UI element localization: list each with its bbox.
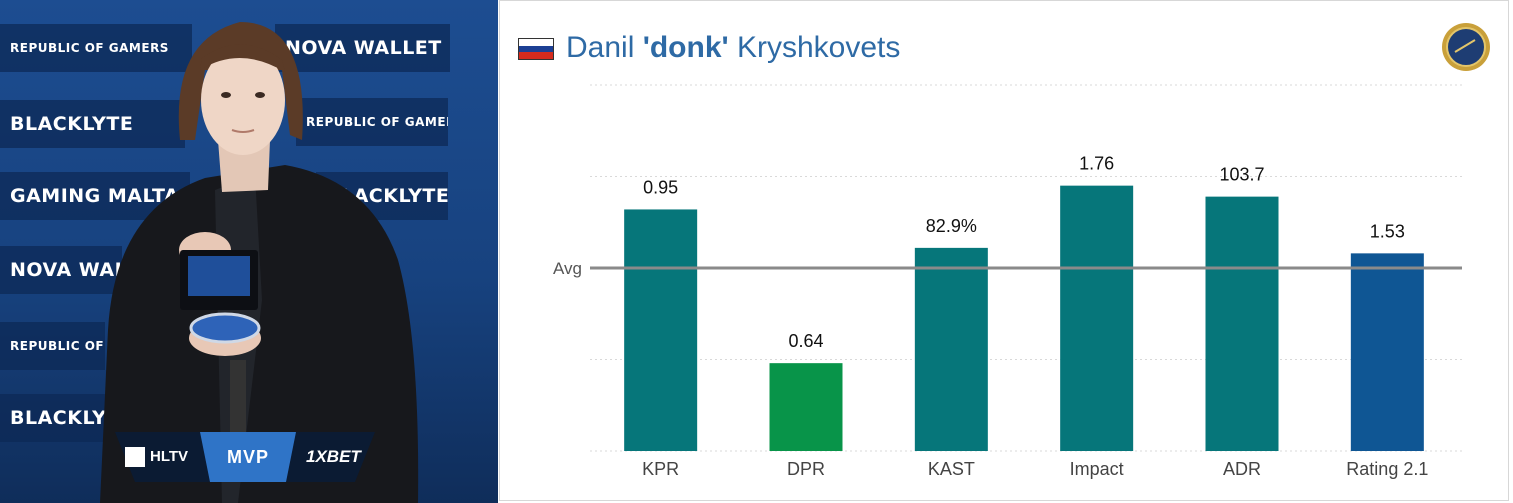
russia-flag-icon: [518, 38, 554, 60]
sponsor-tile: REPUBLIC OF GAMERS: [0, 24, 192, 72]
player-figure: [100, 22, 419, 503]
player-last-name: Kryshkovets: [737, 31, 901, 64]
hltv-logo-text: HLTV: [150, 448, 189, 465]
data-label: 0.95: [643, 177, 678, 197]
sponsor-tile: NOVA WALLET: [0, 246, 122, 294]
sponsor-logo-text: 1XBET: [306, 447, 361, 466]
bar-rating-2-1: [1350, 253, 1424, 451]
x-tick-label: KAST: [928, 459, 975, 479]
sponsor-tile: BLACKLYTE: [0, 100, 185, 148]
x-tick-label: Impact: [1070, 459, 1124, 479]
medal-box-lid: [188, 256, 250, 296]
x-tick-label: Rating 2.1: [1346, 459, 1428, 479]
flag-stripe-red: [519, 52, 553, 60]
bar-kast: [914, 247, 988, 451]
flag-stripe-blue: [519, 45, 553, 53]
mvp-label: MVP: [226, 446, 269, 467]
player-first-name: Danil: [566, 31, 635, 64]
x-tick-label: ADR: [1223, 459, 1261, 479]
flag-stripe-white: [519, 39, 553, 46]
bar-impact: [1060, 185, 1134, 451]
bar-kpr: [624, 209, 698, 451]
mvp-banner: [115, 432, 375, 482]
data-label: 1.76: [1079, 154, 1114, 174]
chart-title: Danil 'donk' Kryshkovets: [566, 31, 900, 65]
sponsor-tile: REPUBLIC OF GAMERS: [296, 98, 448, 146]
hltv-medal-icon: [1442, 23, 1490, 71]
neck-shape: [218, 140, 270, 192]
data-label: 103.7: [1219, 165, 1264, 185]
bar-dpr: [769, 363, 843, 451]
sponsor-tile: REPUBLIC OF GAMERS: [0, 322, 105, 370]
stats-chart-panel: Danil 'donk' Kryshkovets 0.95 KPR 0.64 DPR 8…: [499, 0, 1509, 501]
data-label: 82.9%: [926, 216, 977, 236]
player-photo: REPUBLIC OF GAMERS NOVA WALLET BLACKLYTE RE…: [0, 0, 498, 503]
hltv-logo-icon: [125, 447, 145, 467]
bar-chart: 0.95 KPR 0.64 DPR 82.9% KAST 1.76 Impact 103.7 AD…: [553, 84, 1462, 479]
hair-shape: [178, 22, 303, 140]
player-nickname: 'donk': [642, 31, 729, 64]
data-label: 0.64: [788, 331, 823, 351]
bar-adr: [1205, 196, 1279, 451]
sponsor-tile: NOVA WALLET: [275, 24, 450, 72]
data-label: 1.53: [1370, 221, 1405, 241]
avg-label: Avg: [553, 259, 582, 278]
x-tick-label: KPR: [642, 459, 679, 479]
face-shape: [201, 45, 285, 155]
x-tick-label: DPR: [787, 459, 825, 479]
